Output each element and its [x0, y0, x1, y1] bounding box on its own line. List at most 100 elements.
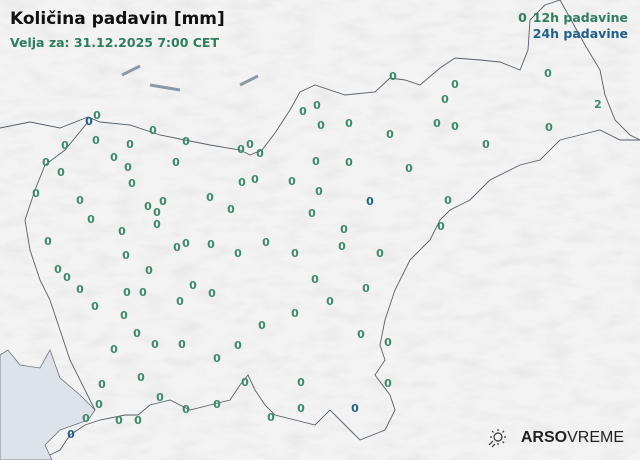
station-value-12h: 0	[389, 70, 397, 83]
station-value-12h: 0	[246, 138, 254, 151]
arso-logo: ARSOVREME	[487, 428, 624, 448]
station-value-12h: 0	[357, 328, 365, 341]
station-value-12h: 0	[451, 78, 459, 91]
lake	[149, 83, 181, 92]
station-value-12h: 0	[182, 237, 190, 250]
station-value-12h: 0	[98, 378, 106, 391]
station-value-12h: 0	[238, 176, 246, 189]
station-value-12h: 0	[362, 282, 370, 295]
station-value-12h: 0	[95, 398, 103, 411]
station-value-12h: 0	[376, 247, 384, 260]
station-value-12h: 0	[76, 283, 84, 296]
station-value-12h: 0	[213, 352, 221, 365]
station-value-12h: 0	[182, 135, 190, 148]
legend-sample-value: 0	[518, 10, 527, 25]
station-value-12h: 0	[262, 236, 270, 249]
lake	[121, 64, 141, 77]
station-value-12h: 0	[234, 339, 242, 352]
legend-label: 12h padavine	[532, 10, 628, 25]
station-value-12h: 0	[115, 414, 123, 427]
station-value-12h: 0	[93, 109, 101, 122]
station-value-12h: 0	[120, 309, 128, 322]
station-value-12h: 0	[291, 247, 299, 260]
station-value-12h: 0	[126, 138, 134, 151]
station-value-12h: 0	[291, 307, 299, 320]
logo-product: VREME	[567, 429, 624, 446]
station-value-12h: 0	[173, 241, 181, 254]
station-value-12h: 0	[545, 121, 553, 134]
station-value-12h: 0	[42, 156, 50, 169]
station-value-12h: 0	[44, 235, 52, 248]
station-value-12h: 0	[208, 287, 216, 300]
station-value-12h: 0	[82, 412, 90, 425]
station-value-12h: 0	[312, 155, 320, 168]
station-value-12h: 0	[176, 295, 184, 308]
station-value-12h: 0	[189, 279, 197, 292]
station-value-12h: 0	[118, 225, 126, 238]
station-value-12h: 0	[144, 200, 152, 213]
station-value-12h: 0	[134, 414, 142, 427]
station-value-12h: 0	[92, 134, 100, 147]
station-value-12h: 0	[267, 411, 275, 424]
valid-time: Velja za: 31.12.2025 7:00 CET	[10, 35, 219, 50]
station-value-12h: 0	[91, 300, 99, 313]
station-value-12h: 0	[63, 271, 71, 284]
station-value-12h: 0	[299, 105, 307, 118]
station-value-12h: 0	[451, 120, 459, 133]
station-value-12h: 0	[178, 338, 186, 351]
station-value-12h: 0	[206, 191, 214, 204]
station-value-12h: 0	[57, 166, 65, 179]
station-value-12h: 0	[237, 143, 245, 156]
station-value-12h: 0	[313, 99, 321, 112]
station-value-12h: 0	[405, 162, 413, 175]
sun-rain-icon	[488, 429, 506, 448]
station-value-12h: 0	[437, 220, 445, 233]
station-value-12h: 0	[54, 263, 62, 276]
logo-brand: ARSO	[520, 429, 568, 446]
station-value-24h: 0	[85, 115, 93, 128]
station-value-12h: 0	[308, 207, 316, 220]
station-value-12h: 0	[338, 240, 346, 253]
logo-text: ARSOVREME	[521, 429, 624, 447]
station-value-12h: 0	[345, 156, 353, 169]
station-value-12h: 0	[172, 156, 180, 169]
station-value-12h: 0	[297, 402, 305, 415]
station-value-12h: 0	[227, 203, 235, 216]
station-value-12h: 0	[124, 161, 132, 174]
station-value-12h: 0	[384, 377, 392, 390]
lake	[239, 74, 259, 87]
station-value-12h: 0	[340, 223, 348, 236]
station-value-12h: 0	[234, 247, 242, 260]
station-value-12h: 0	[213, 398, 221, 411]
legend-label: 24h padavine	[532, 26, 628, 41]
station-value-12h: 0	[386, 128, 394, 141]
station-value-12h: 0	[149, 124, 157, 137]
station-value-24h: 0	[67, 428, 75, 441]
station-value-12h: 0	[122, 249, 130, 262]
station-value-12h: 0	[87, 213, 95, 226]
station-value-12h: 0	[110, 151, 118, 164]
legend-item-24h: 24h padavine	[518, 26, 628, 42]
station-value-12h: 0	[297, 376, 305, 389]
station-value-12h: 0	[441, 93, 449, 106]
station-value-12h: 0	[544, 67, 552, 80]
station-value-12h: 0	[76, 194, 84, 207]
station-value-12h: 0	[256, 147, 264, 160]
station-value-12h: 0	[207, 238, 215, 251]
station-value-12h: 0	[145, 264, 153, 277]
station-value-12h: 0	[32, 187, 40, 200]
station-value-12h: 0	[326, 295, 334, 308]
station-value-12h: 0	[315, 185, 323, 198]
station-value-12h: 0	[345, 117, 353, 130]
station-value-12h: 0	[137, 371, 145, 384]
station-value-12h: 0	[444, 194, 452, 207]
station-value-12h: 2	[594, 98, 602, 111]
station-value-12h: 0	[258, 319, 266, 332]
legend: 0 12h padavine 24h padavine	[518, 10, 628, 42]
station-value-12h: 0	[110, 343, 118, 356]
map-title: Količina padavin [mm]	[10, 9, 225, 29]
adriatic-sea	[0, 349, 96, 460]
